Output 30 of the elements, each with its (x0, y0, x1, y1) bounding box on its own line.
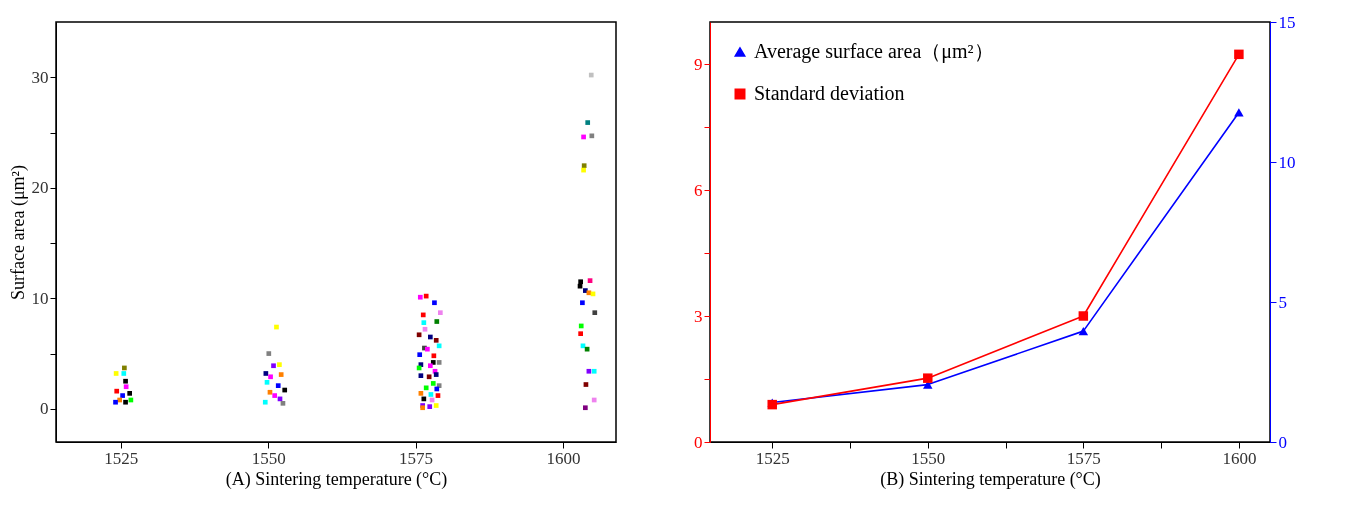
legend-label: Standard deviation (754, 82, 905, 104)
x-tick-label: 1550 (911, 448, 946, 468)
y-tick-label: 0 (40, 399, 49, 419)
x-tick-label: 1525 (755, 448, 790, 468)
x-tick-label: 1600 (546, 448, 581, 468)
point (1078, 327, 1089, 336)
x-axis-title: (A) Sintering temperature (°C) (225, 468, 448, 490)
y2-tick-label: 5 (1278, 292, 1287, 312)
x-axis-title: (B) Sintering temperature (°C) (880, 468, 1101, 490)
y-tick-label: 20 (31, 178, 49, 198)
point (1234, 108, 1244, 117)
x-tick-label: 1575 (399, 448, 434, 468)
y-tick-label: 10 (31, 288, 49, 308)
point (1234, 49, 1244, 60)
point (1078, 311, 1089, 321)
y-tick-label: 6 (694, 180, 703, 200)
x-tick-label: 1575 (1066, 448, 1101, 468)
x-tick-label: 1600 (1222, 448, 1257, 468)
y2-tick-label: 10 (1278, 152, 1296, 172)
y-tick-label: 3 (694, 306, 703, 326)
x-tick-label: 1550 (251, 448, 286, 468)
y-tick-label: 9 (694, 54, 703, 74)
legend-label: Average surface area（μm²） (754, 40, 994, 63)
point (923, 373, 933, 383)
y-tick-label: 30 (31, 67, 49, 87)
y2-tick-label: 15 (1278, 12, 1296, 32)
y-tick-label: 0 (694, 432, 703, 452)
x-tick-label: 1525 (104, 448, 139, 468)
y-axis-title: Surface area (μm²) (7, 165, 29, 300)
y2-tick-label: 0 (1278, 432, 1287, 452)
